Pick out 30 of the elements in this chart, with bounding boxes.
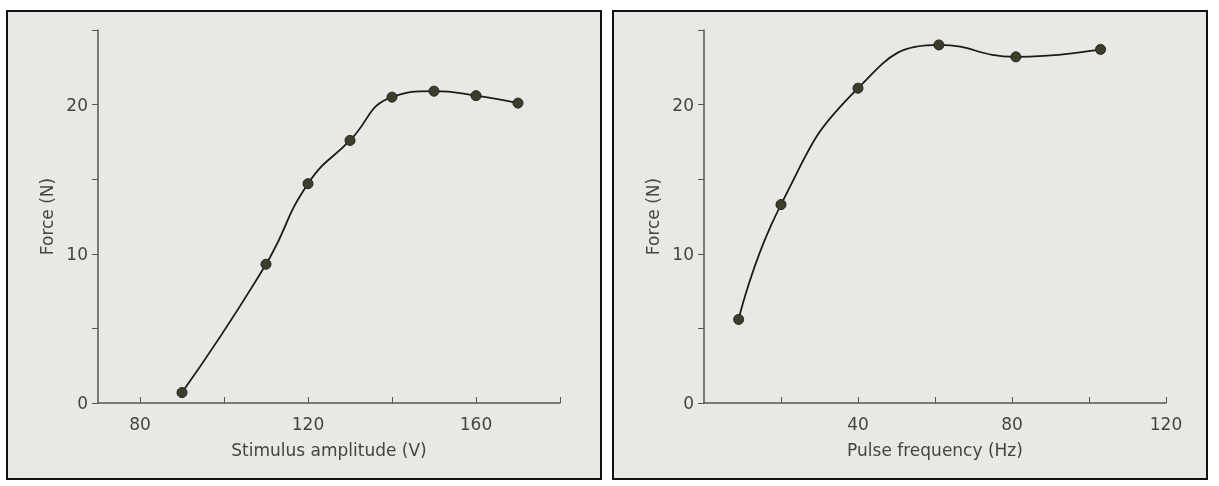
x-axis-title: Pulse frequency (Hz) <box>847 439 1023 460</box>
y-tick-label: 10 <box>672 243 694 264</box>
point <box>470 90 482 102</box>
y-tick-label: 20 <box>66 94 88 115</box>
y-axis-title: Force (N) <box>36 177 57 256</box>
x-tick-label: 120 <box>291 413 325 434</box>
x-axis-title: Stimulus amplitude (V) <box>231 439 427 460</box>
point <box>302 178 314 190</box>
point <box>852 82 864 94</box>
point <box>176 387 188 399</box>
y-tick-label: 10 <box>66 243 88 264</box>
y-tick-label: 0 <box>77 393 88 413</box>
y-axis-title: Force (N) <box>642 177 663 256</box>
point <box>733 313 745 325</box>
point <box>428 85 440 97</box>
point <box>1095 43 1107 55</box>
y-tick-label: 0 <box>683 393 694 413</box>
point <box>512 97 524 109</box>
point <box>260 258 272 270</box>
point <box>933 39 945 51</box>
point <box>344 134 356 146</box>
x-tick-label: 40 <box>847 413 869 434</box>
x-tick-label: 160 <box>459 413 493 434</box>
point <box>1010 51 1022 63</box>
point <box>386 91 398 103</box>
point <box>775 199 787 211</box>
x-tick-label: 120 <box>1149 413 1183 434</box>
y-tick-label: 20 <box>672 94 694 115</box>
x-tick-label: 80 <box>129 413 151 434</box>
x-tick-label: 80 <box>1001 413 1023 434</box>
